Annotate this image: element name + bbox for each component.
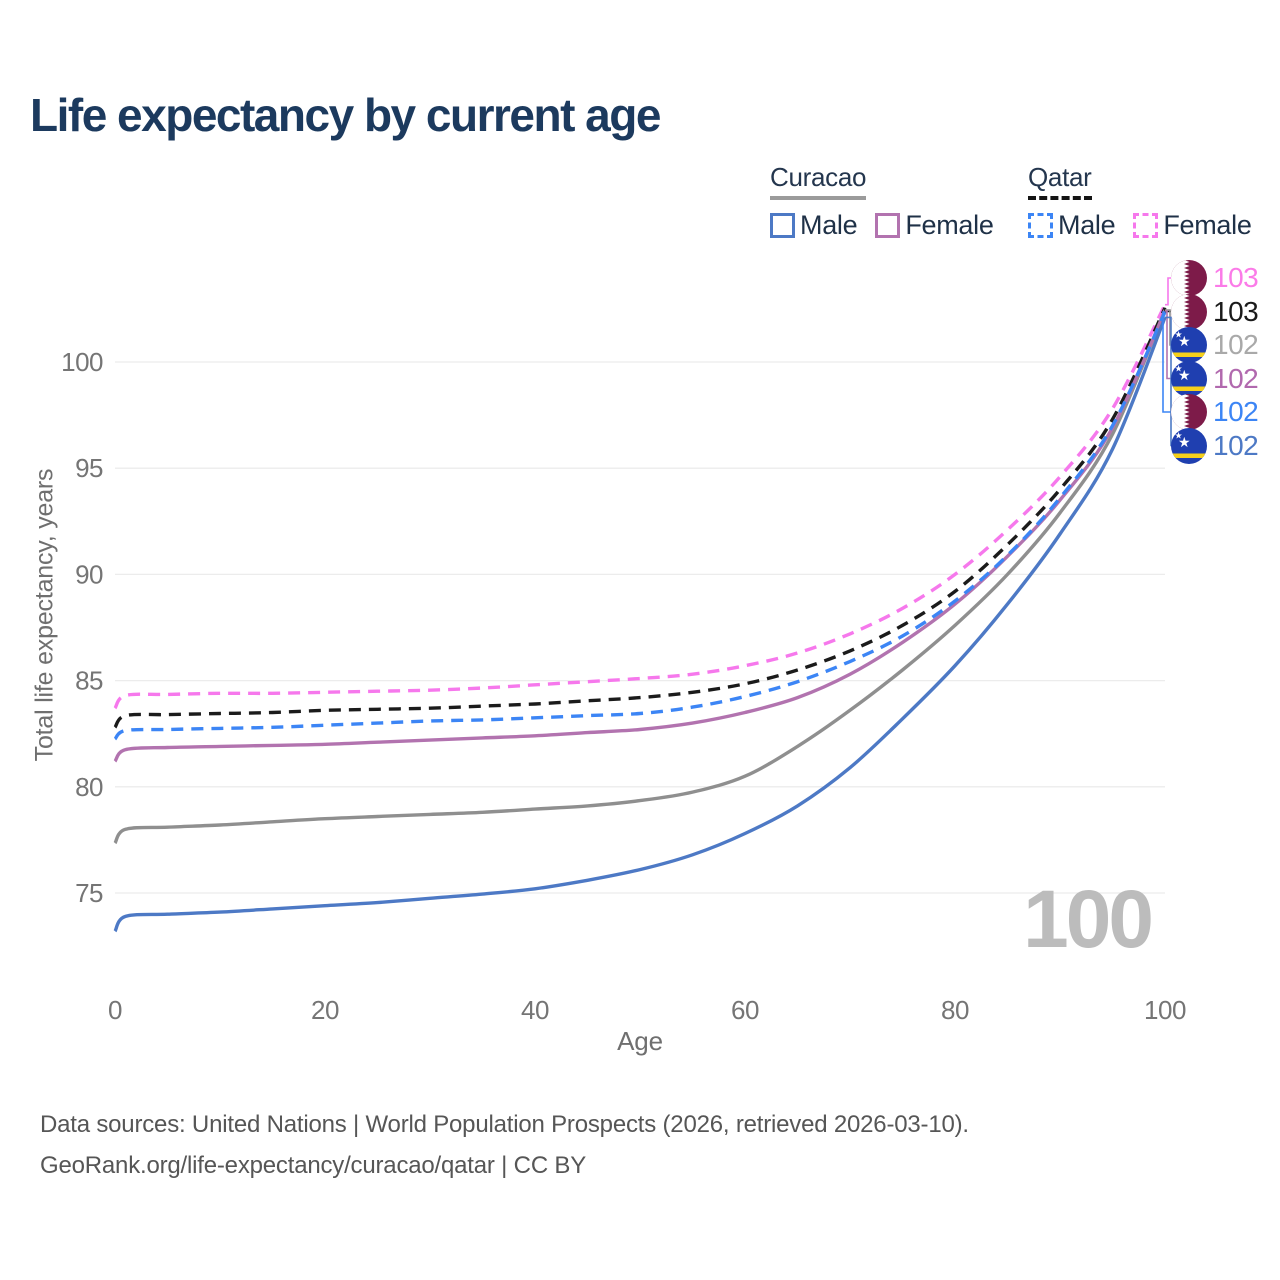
end-label-qatar: 103 bbox=[1171, 294, 1259, 330]
y-tick-label-80: 80 bbox=[75, 772, 103, 802]
legend-swatch-curacao-female bbox=[875, 213, 901, 238]
curacao-flag-icon bbox=[1171, 327, 1207, 363]
legend-label-qatar-male: Male bbox=[1058, 210, 1116, 240]
end-label-qatar-female: 103 bbox=[1171, 260, 1259, 296]
qatar-flag-icon bbox=[1171, 294, 1207, 330]
qatar-flag-icon bbox=[1171, 394, 1207, 430]
legend-group-qatar: Qatar Male Female bbox=[1028, 162, 1270, 241]
end-value-label: 102 bbox=[1213, 362, 1259, 394]
x-tick-label-100: 100 bbox=[1144, 995, 1186, 1025]
x-tick-label-60: 60 bbox=[731, 995, 759, 1025]
legend-swatch-curacao-male bbox=[770, 213, 795, 238]
end-value-label: 103 bbox=[1213, 295, 1259, 327]
footer-data-sources: Data sources: United Nations | World Pop… bbox=[40, 1111, 969, 1138]
x-tick-label-40: 40 bbox=[521, 995, 549, 1025]
y-tick-label-85: 85 bbox=[75, 666, 103, 696]
x-tick-label-80: 80 bbox=[941, 995, 969, 1025]
series-line-curacao bbox=[113, 309, 1167, 845]
legend-swatch-qatar-female bbox=[1133, 213, 1159, 238]
series-line-qatar-female bbox=[113, 303, 1167, 710]
end-label-connector-qatar-female bbox=[1165, 277, 1172, 306]
legend-label-curacao-male: Male bbox=[800, 210, 858, 240]
end-label-curacao-female: 102 bbox=[1171, 361, 1259, 397]
end-label-connector-qatar-male bbox=[1162, 311, 1172, 413]
legend-country-curacao: Curacao bbox=[770, 162, 866, 200]
legend-swatch-qatar-male bbox=[1028, 213, 1053, 238]
y-axis-title: Total life expectancy, years bbox=[30, 468, 59, 762]
y-tick-label-75: 75 bbox=[75, 878, 103, 908]
series-line-qatar-male bbox=[113, 311, 1167, 741]
legend-label-curacao-female: Female bbox=[905, 210, 994, 240]
end-label-curacao-male: 102 bbox=[1171, 428, 1259, 464]
x-axis-title: Age bbox=[617, 1026, 663, 1056]
y-tick-label-95: 95 bbox=[75, 453, 103, 483]
curacao-flag-icon bbox=[1171, 361, 1207, 397]
end-label-curacao: 102 bbox=[1171, 327, 1259, 363]
end-value-label: 102 bbox=[1213, 329, 1259, 360]
y-tick-label-90: 90 bbox=[75, 559, 103, 589]
end-label-qatar-male: 102 bbox=[1171, 394, 1259, 430]
qatar-flag-icon bbox=[1171, 260, 1207, 296]
end-value-label: 103 bbox=[1213, 262, 1259, 293]
x-tick-label-0: 0 bbox=[108, 995, 122, 1025]
footer: Data sources: United Nations | World Pop… bbox=[40, 1104, 969, 1186]
curacao-flag-icon bbox=[1171, 428, 1207, 464]
series-line-curacao-female bbox=[113, 310, 1167, 763]
footer-attribution-url: GeoRank.org/life-expectancy/curacao/qata… bbox=[40, 1152, 587, 1179]
series-line-curacao-male bbox=[113, 316, 1167, 933]
y-tick-label-100: 100 bbox=[61, 347, 103, 377]
x-tick-label-20: 20 bbox=[311, 995, 339, 1025]
page-title: Life expectancy by current age bbox=[30, 89, 661, 141]
legend-country-qatar: Qatar bbox=[1028, 162, 1092, 200]
end-label-connector-curacao-female bbox=[1165, 310, 1172, 380]
age-watermark: 100 bbox=[1023, 874, 1154, 965]
legend-group-curacao: Curacao Male Female bbox=[770, 162, 1012, 241]
end-value-label: 102 bbox=[1213, 429, 1259, 461]
end-value-label: 102 bbox=[1213, 396, 1259, 427]
legend-label-qatar-female: Female bbox=[1163, 210, 1252, 240]
series-line-qatar bbox=[113, 307, 1167, 729]
